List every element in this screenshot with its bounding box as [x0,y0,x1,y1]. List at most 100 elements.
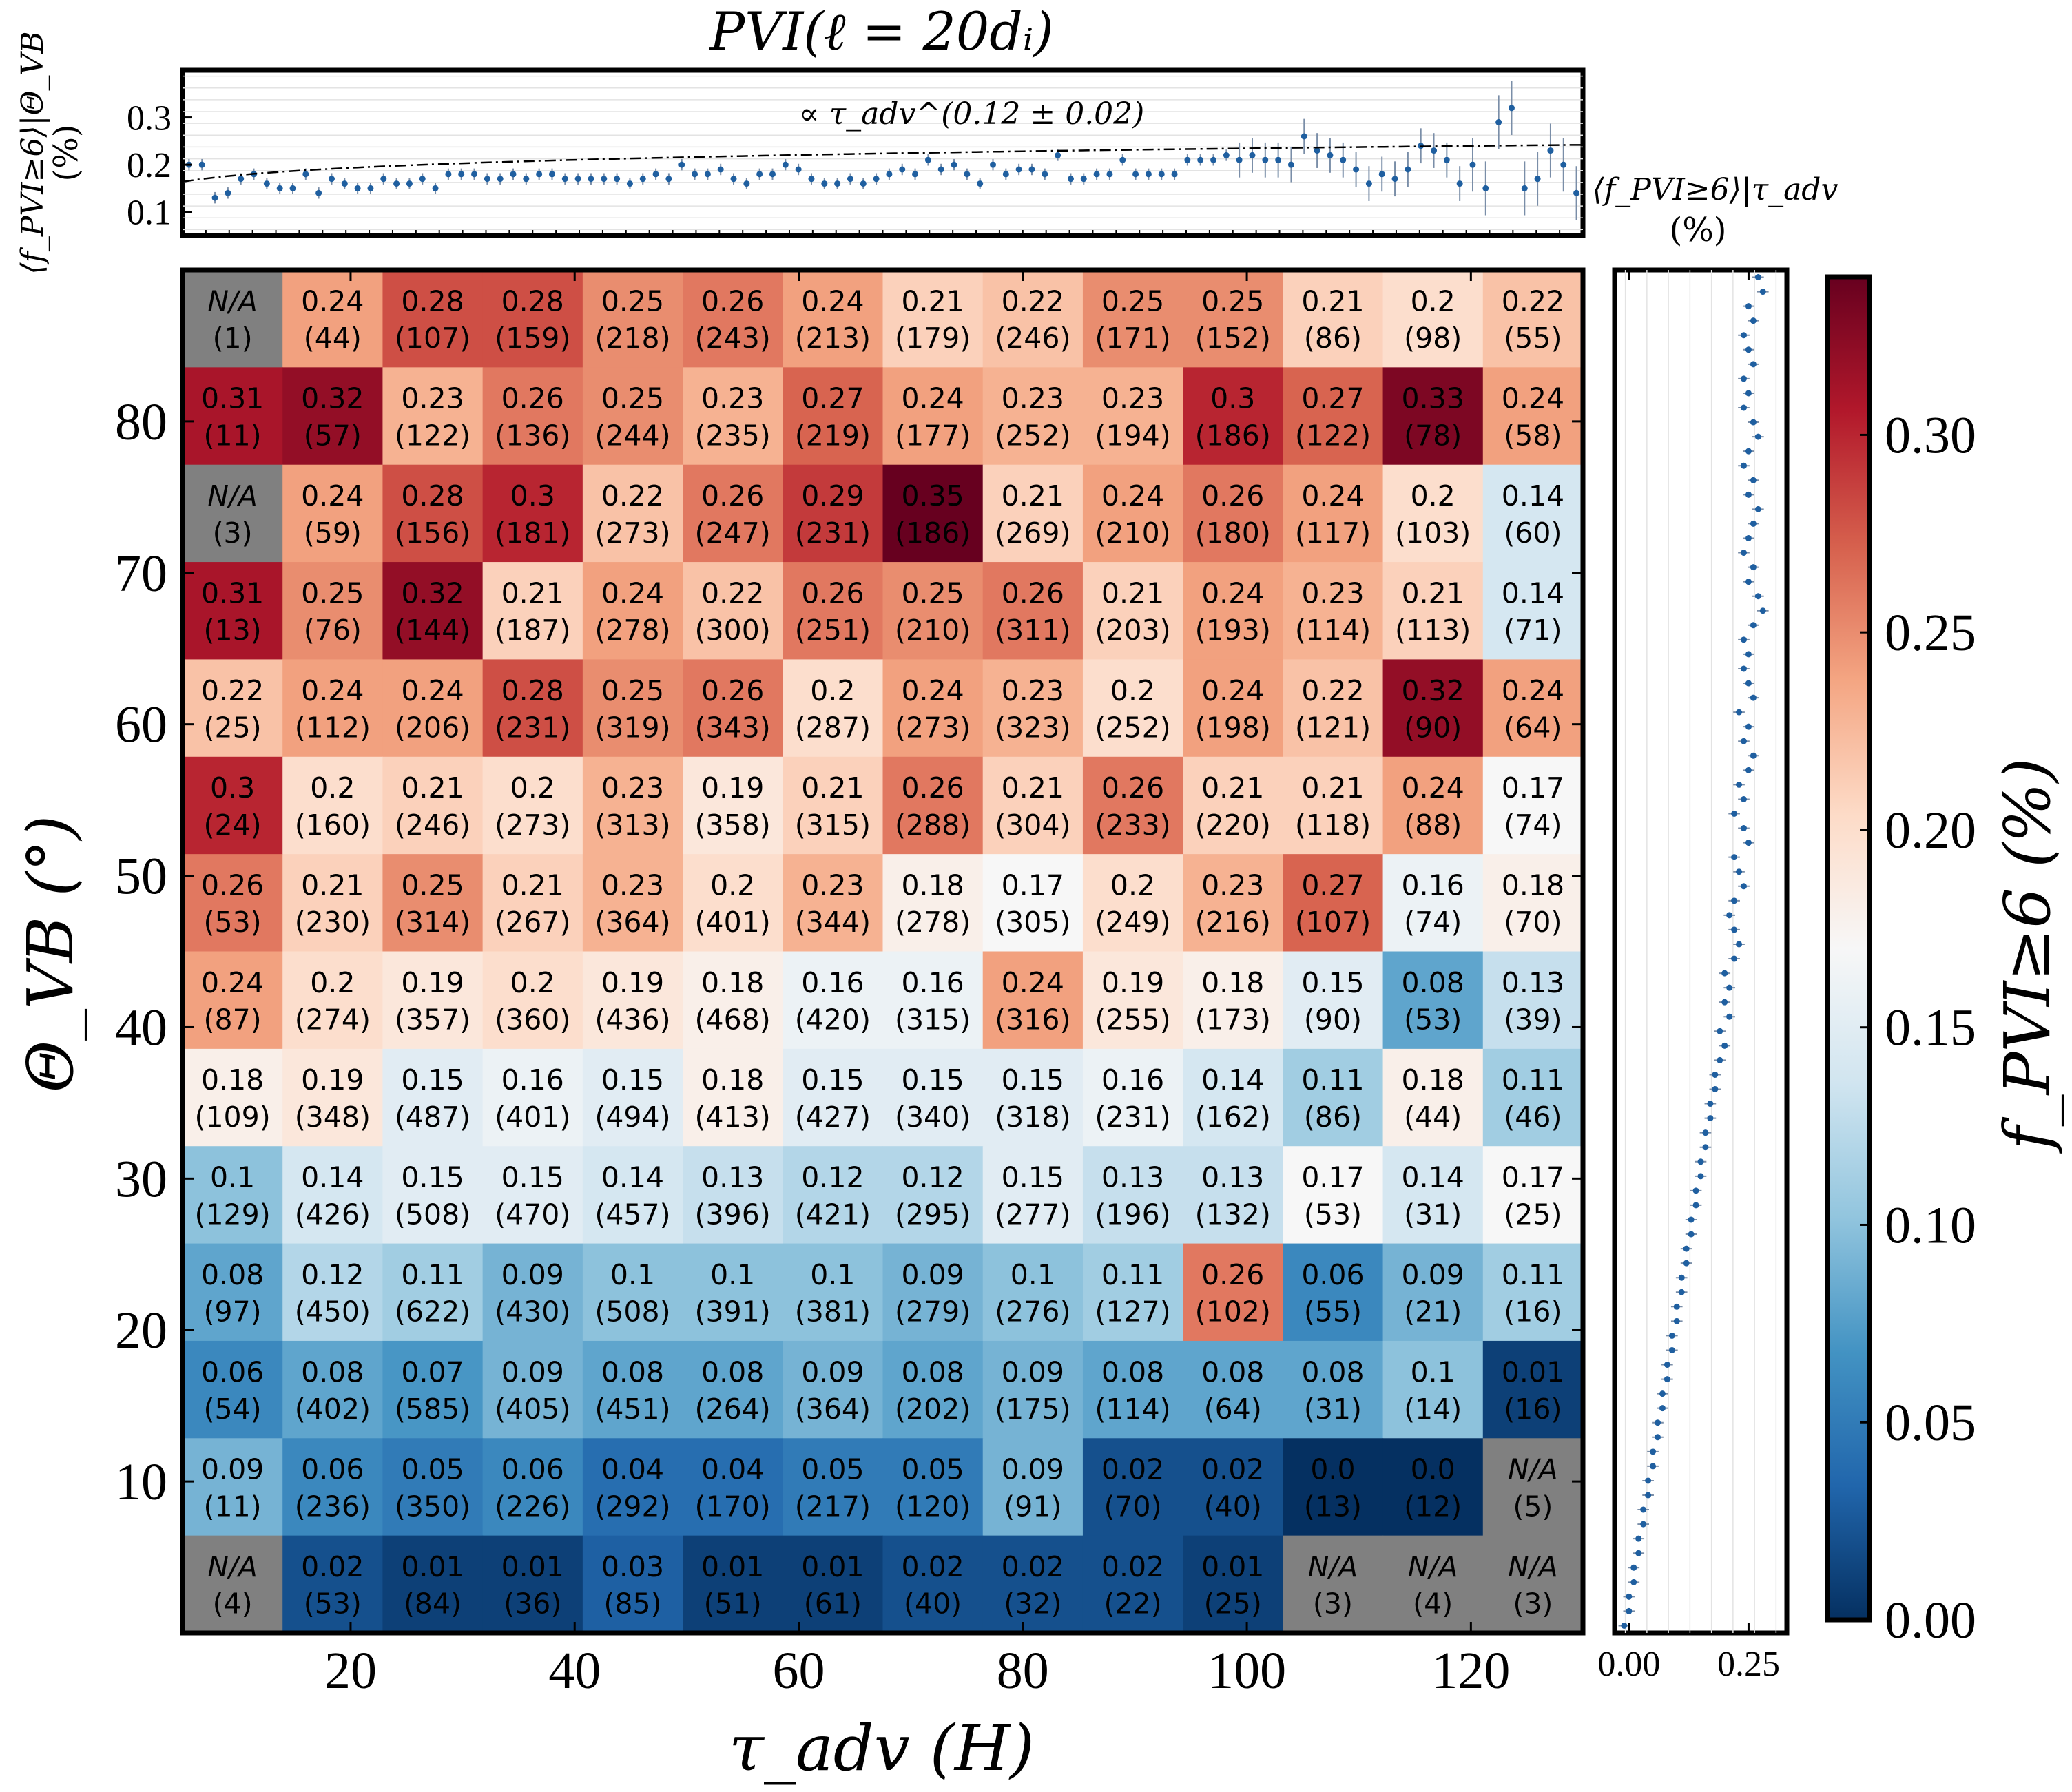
heatmap-cell [1183,270,1283,368]
cell-value: 0.03 [601,1550,664,1583]
cell-value: 0.3 [1210,382,1255,415]
cell-count: (170) [695,1490,771,1523]
heatmap-cell [382,1146,484,1244]
top-point [367,185,374,191]
cell-count: (279) [895,1295,971,1329]
cell-value: 0.12 [801,1161,864,1194]
x-ticks: 20 40 60 80 100 120 [324,270,1510,1700]
heatmap-cell [582,659,683,758]
colorbar-tick-label: 0.20 [1885,802,1976,859]
top-point [1521,185,1528,191]
heatmap-cell [382,562,484,660]
top-point [1301,133,1307,140]
cell-count: (311) [995,614,1070,647]
top-point [1469,161,1476,168]
heatmap-cell [482,1535,583,1634]
cell-value: 0.2 [510,771,555,804]
cell-count: (246) [995,322,1070,355]
top-point [341,180,348,187]
top-point [1327,152,1334,158]
cell-count: (269) [995,517,1070,550]
cell-count: (226) [495,1490,570,1523]
cell-count: (401) [495,1101,570,1134]
top-point [225,189,231,196]
heatmap-cell [683,1243,783,1342]
top-point [1002,171,1009,178]
cell-value: 0.25 [601,674,664,707]
top-point [1431,147,1438,154]
colorbar-tick-label: 0.25 [1885,604,1976,662]
top-point [601,176,608,183]
cell-count: (122) [1295,419,1371,452]
heatmap-cell [582,1340,683,1439]
heatmap: N/A (1) 0.24 (44) 0.28 (107) 0.28 (159) 0.25 (218… [14,267,1586,1785]
cell-count: (32) [1004,1587,1061,1621]
heatmap-cell [982,562,1084,660]
cell-count: (132) [1195,1198,1271,1231]
cell-count: (186) [1195,419,1271,452]
heatmap-cell [1482,756,1584,855]
right-panel-gridlines [1624,270,1777,1633]
right-panel-x-ticks: 0.00 0.25 [1597,270,1780,1684]
heatmap-cell [1482,854,1584,952]
heatmap-cell [1382,854,1484,952]
right-point [1635,1550,1642,1556]
top-point [1055,152,1061,158]
right-point [1745,491,1752,498]
top-point [574,176,581,183]
cell-count: (236) [295,1490,371,1523]
cell-value: 0.02 [1002,1550,1064,1583]
cell-value: 0.2 [1110,674,1155,707]
cell-count: (344) [795,906,871,939]
right-point [1759,289,1766,295]
cell-value: 0.08 [601,1355,664,1388]
cell-value: 0.16 [901,966,964,999]
right-point [1750,317,1757,324]
cell-count: (198) [1195,711,1271,744]
top-point [419,176,426,183]
cell-value: 0.21 [1402,576,1464,610]
top-point [315,189,322,196]
heatmap-cell [683,951,783,1050]
right-point [1726,1013,1733,1020]
top-point [1495,118,1502,125]
top-point [263,180,270,187]
cell-count: (85) [603,1587,661,1621]
colorbar-fill [1827,277,1869,1620]
heatmap-cell [1082,367,1183,466]
cell-count: (90) [1404,711,1462,744]
cell-count: (44) [1404,1101,1462,1134]
right-point [1692,1202,1699,1209]
cell-value: 0.01 [801,1550,864,1583]
heatmap-cell [982,367,1084,466]
heatmap-cell [282,464,384,563]
cell-value: 0.06 [301,1453,364,1486]
cell-count: (16) [1504,1393,1562,1426]
cell-value: 0.13 [1502,966,1564,999]
cell-count: (171) [1095,322,1170,355]
heatmap-cell [1283,1146,1384,1244]
cell-count: (230) [295,906,371,939]
right-point [1717,1028,1723,1034]
right-point [1736,941,1743,948]
top-panel: ∝ τ_adv^(0.12 ± 0.02) 0.1 0.2 0.3 ⟨f_PVI≥6… [15,31,1586,275]
cell-count: (360) [495,1003,570,1036]
cell-value: 0.24 [401,674,464,707]
cell-value: 0.01 [1502,1355,1564,1388]
cell-value: 0.2 [510,966,555,999]
cell-count: (122) [395,419,470,452]
cell-value: 0.05 [901,1453,964,1486]
cell-value: 0.24 [1502,382,1564,415]
heatmap-cell [882,1340,984,1439]
cell-count: (40) [1204,1490,1262,1523]
right-point [1673,1317,1680,1324]
cell-count: (235) [695,419,771,452]
cell-value: 0.09 [1002,1453,1064,1486]
heatmap-cell [282,951,384,1050]
cell-value: 0.21 [1101,576,1164,610]
cell-value: 0.14 [1402,1161,1464,1194]
cell-count: (436) [594,1003,670,1036]
right-point [1630,1564,1637,1571]
top-point [393,180,400,187]
cell-value: 0.35 [901,479,964,512]
